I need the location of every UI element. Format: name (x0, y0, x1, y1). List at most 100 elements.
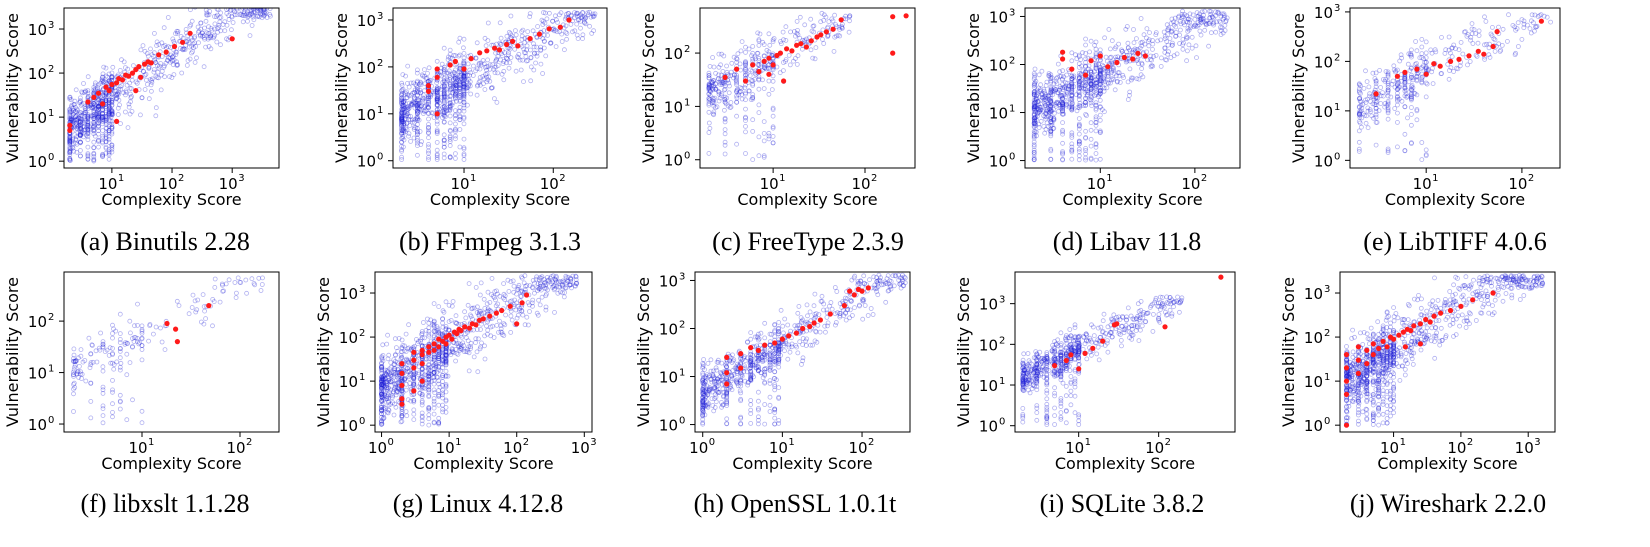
data-point (809, 28, 815, 34)
data-point (1125, 45, 1131, 51)
data-point (1054, 76, 1059, 81)
data-point (818, 19, 824, 25)
data-point (96, 114, 101, 120)
data-point (71, 358, 77, 364)
data-point (770, 67, 776, 72)
data-point (1031, 128, 1037, 134)
data-point (1385, 87, 1391, 93)
data-point (399, 123, 405, 129)
data-point (743, 97, 748, 103)
data-point (391, 412, 397, 418)
data-point (1357, 114, 1363, 120)
data-point (761, 130, 767, 136)
data-point (106, 112, 112, 118)
data-point (736, 92, 742, 98)
data-point (1146, 43, 1152, 49)
data-point (426, 373, 432, 379)
data-point (1423, 55, 1429, 60)
data-point (1088, 70, 1094, 75)
data-point (706, 85, 712, 90)
data-point (408, 103, 414, 109)
data-point (557, 289, 563, 295)
data-point (1181, 40, 1186, 46)
data-point (148, 88, 154, 94)
data-point (1033, 100, 1039, 105)
data-point (1131, 40, 1137, 46)
data-point (212, 14, 217, 19)
data-point (707, 83, 713, 88)
data-point (1091, 81, 1097, 87)
data-point (152, 57, 158, 62)
data-point (1055, 90, 1061, 96)
data-point (832, 34, 838, 40)
data-point (1173, 24, 1179, 30)
data-point (399, 114, 405, 120)
data-point (553, 44, 559, 49)
x-tick-label: 10 (1087, 175, 1106, 193)
x-axis-label: Complexity Score (101, 454, 241, 473)
data-point (1051, 81, 1057, 87)
data-point (426, 412, 432, 418)
data-point (463, 315, 469, 321)
data-point (1036, 110, 1042, 115)
data-point (1129, 75, 1134, 81)
data-point (1356, 104, 1362, 109)
data-point (380, 352, 386, 358)
data-point (1120, 48, 1125, 54)
data-point (552, 276, 558, 282)
data-point (1194, 55, 1199, 60)
data-point (1076, 139, 1082, 145)
data-point (130, 63, 136, 68)
data-point (1476, 33, 1482, 38)
data-point (457, 108, 463, 114)
data-point (264, 15, 270, 20)
data-point (537, 275, 543, 281)
data-point (1423, 60, 1429, 65)
x-tick-label: 10 (1508, 175, 1527, 193)
data-point (1076, 79, 1082, 85)
data-point (151, 50, 157, 56)
data-point (416, 106, 422, 111)
data-point (1391, 67, 1397, 73)
data-point (1395, 87, 1400, 92)
data-point (1419, 44, 1425, 50)
y-tick-label: 10 (28, 313, 47, 331)
data-point (1032, 104, 1038, 110)
data-point (503, 55, 509, 61)
data-point (1069, 88, 1075, 93)
data-point (456, 344, 462, 350)
data-point (447, 154, 453, 160)
data-point (1139, 66, 1144, 71)
data-point (1389, 81, 1395, 87)
data-point (423, 356, 429, 362)
data-point (1093, 60, 1099, 66)
data-point (710, 87, 716, 93)
data-point (426, 387, 432, 393)
data-point (168, 52, 174, 58)
data-point (67, 140, 73, 146)
data-point (67, 116, 73, 121)
data-point (130, 344, 135, 350)
data-point (1198, 17, 1204, 23)
data-point (793, 56, 798, 61)
data-point (440, 365, 446, 371)
data-point (74, 106, 80, 112)
data-point (1076, 75, 1082, 81)
data-point (1053, 103, 1059, 109)
data-point (443, 114, 448, 119)
data-point (811, 29, 817, 35)
data-point (1089, 95, 1095, 101)
data-point (1528, 30, 1534, 36)
data-point (103, 90, 109, 96)
data-point (737, 61, 743, 67)
data-point (106, 134, 112, 140)
data-point (542, 10, 548, 16)
data-point (770, 37, 776, 43)
data-point (519, 288, 525, 294)
data-point (721, 87, 727, 93)
data-point (788, 29, 793, 35)
data-point (1098, 66, 1103, 72)
data-point (71, 108, 76, 113)
data-point (1048, 115, 1054, 121)
data-point (1209, 30, 1214, 36)
